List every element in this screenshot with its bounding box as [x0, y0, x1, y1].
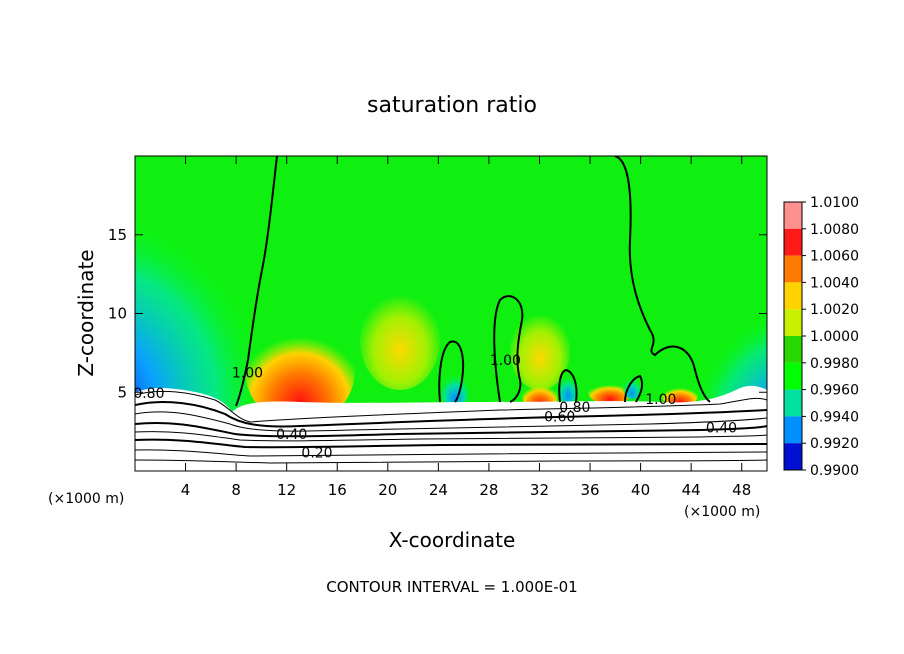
colorbar-swatch — [784, 443, 802, 470]
x-axis-ticks: 4 8 12 16 20 24 28 32 36 40 44 48 — [181, 156, 751, 499]
y-tick-label: 10 — [108, 305, 127, 323]
colorbar-label: 1.0100 — [810, 195, 859, 211]
contour-label: 0.20 — [301, 446, 332, 462]
contour-label: 0.40 — [706, 420, 737, 436]
colorbar: 1.0100 1.0080 1.0060 1.0040 1.0020 1.0000 0.99… — [783, 195, 859, 479]
colorbar-label: 1.0060 — [810, 249, 859, 265]
colorbar-swatch — [784, 228, 802, 256]
contour-label: 1.00 — [645, 392, 676, 408]
colorbar-label: 0.9920 — [810, 436, 859, 452]
saturation-field — [135, 156, 767, 471]
y-tick-label: 5 — [117, 383, 127, 401]
x-tick-label: 44 — [682, 481, 701, 499]
x-tick-label: 48 — [732, 481, 751, 499]
x-axis-label: X-coordinate — [389, 528, 516, 552]
x-tick-label: 12 — [277, 481, 296, 499]
colorbar-swatch — [784, 202, 802, 229]
chart-title: saturation ratio — [367, 93, 537, 118]
x-tick-label: 40 — [631, 481, 650, 499]
contour-label: 0.40 — [276, 427, 307, 443]
colorbar-swatch — [784, 336, 802, 363]
contour-label: 1.00 — [232, 365, 263, 381]
contour-label: 1.00 — [490, 353, 521, 369]
x-tick-label: 4 — [181, 481, 191, 499]
x-tick-label: 20 — [378, 481, 397, 499]
contour-label: 0.80 — [133, 386, 164, 402]
colorbar-label: 1.0020 — [810, 302, 859, 318]
x-axis-unit-right: (×1000 m) — [684, 504, 760, 520]
colorbar-swatch — [784, 416, 802, 444]
colorbar-label: 0.9900 — [810, 463, 859, 479]
colorbar-swatch — [784, 362, 802, 390]
x-axis-unit-left: (×1000 m) — [48, 491, 124, 507]
colorbar-label: 0.9940 — [810, 409, 859, 425]
contour-label: 0.80 — [559, 400, 590, 416]
x-tick-label: 8 — [231, 481, 241, 499]
y-axis-label: Z-coordinate — [74, 249, 98, 376]
x-tick-label: 36 — [580, 481, 599, 499]
contour-interval-note: CONTOUR INTERVAL = 1.000E-01 — [326, 578, 577, 596]
y-tick-label: 15 — [108, 226, 127, 244]
y-axis-ticks: 5 10 15 — [108, 226, 767, 401]
x-tick-label: 32 — [530, 481, 549, 499]
colorbar-label: 0.9960 — [810, 383, 859, 399]
colorbar-label: 1.0040 — [810, 275, 859, 291]
colorbar-label: 1.0080 — [810, 222, 859, 238]
colorbar-label: 1.0000 — [810, 329, 859, 345]
colorbar-swatch — [784, 309, 802, 336]
colorbar-label: 0.9980 — [810, 356, 859, 372]
contour-labels: 1.001.001.000.800.800.600.40 0.400.20 — [133, 353, 737, 462]
colorbar-swatch — [784, 255, 802, 283]
x-tick-label: 16 — [328, 481, 347, 499]
x-tick-label: 24 — [429, 481, 448, 499]
contour-label: 0.60 — [544, 409, 575, 425]
x-tick-label: 28 — [479, 481, 498, 499]
colorbar-swatch — [784, 389, 802, 417]
colorbar-swatch — [784, 282, 802, 310]
